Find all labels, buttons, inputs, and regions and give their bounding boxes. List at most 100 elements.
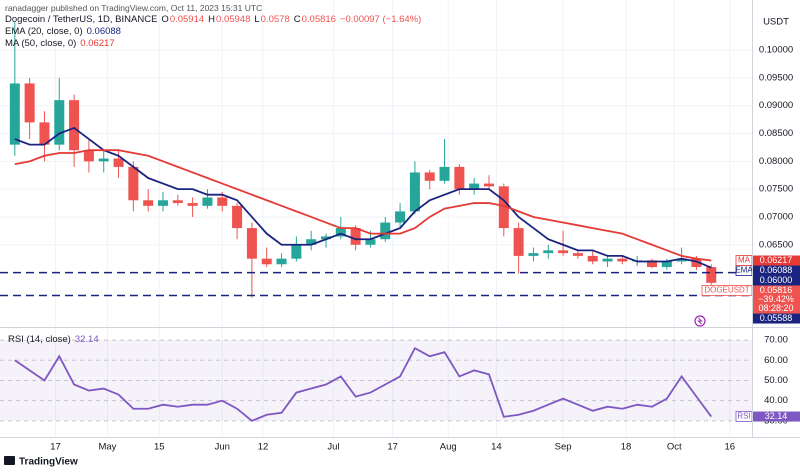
candle-body (409, 172, 420, 212)
y-tick-label: 0.07500 (759, 184, 793, 195)
candle-body (291, 244, 302, 259)
legend-value: 32.14 (74, 334, 99, 345)
y-tick-label: 0.07000 (759, 211, 793, 222)
candle-body (498, 186, 509, 229)
badge-tag-text: RSI (737, 412, 750, 421)
candle-body (676, 258, 687, 262)
logo-text: TradingView (19, 457, 78, 468)
rsi-tick-label: 70.00 (764, 335, 788, 346)
candle-body (424, 172, 435, 181)
x-tick-label: 14 (491, 442, 502, 453)
candle-body (306, 239, 317, 245)
ohlc-value: 0.05948 (216, 14, 251, 25)
event-icon[interactable] (694, 315, 706, 327)
rsi-legend: RSI (14, close) 32.14 (8, 334, 103, 345)
symbol-line: Dogecoin / TetherUS, 1D, BINANCE O0.05914… (5, 14, 425, 26)
candle-body (617, 258, 628, 262)
candle-body (128, 166, 139, 201)
candle-body (558, 250, 569, 254)
y-tick-label: 0.08500 (759, 128, 793, 139)
candle-body (543, 250, 554, 254)
price-badge (753, 275, 800, 286)
ohlc-key: H (208, 14, 216, 25)
price-badge-text: 0.06217 (760, 255, 793, 265)
candle-body (113, 158, 124, 167)
candle-body (380, 222, 391, 240)
candle-body (439, 166, 450, 181)
candle-body (483, 183, 494, 187)
price-badge-text: 0.06088 (760, 265, 793, 275)
rsi-tick-label: 40.00 (764, 395, 788, 406)
x-tick-label: May (98, 442, 116, 453)
price-badge-text: 0.05588 (760, 313, 793, 323)
indicator-line (14, 346, 712, 422)
legend-name: RSI (14, close) (8, 334, 71, 345)
candle-body (469, 183, 480, 190)
candle-body (217, 197, 228, 206)
candle-body (335, 228, 346, 237)
candle-body (395, 211, 406, 223)
legend-value: 0.06217 (80, 38, 115, 49)
price-badge (753, 255, 800, 266)
candle-body (39, 122, 50, 145)
candle-body (232, 205, 243, 229)
change: −0.00097 (−1.64%) (339, 14, 422, 25)
rsi-tick-label: 60.00 (764, 355, 788, 366)
legend-row: MA (50, close, 0) 0.06217 (5, 38, 425, 50)
rsi-tick-label: 50.00 (764, 375, 788, 386)
candle-body (706, 267, 717, 283)
candle-body (187, 203, 198, 206)
price-badge (753, 285, 800, 314)
rsi-badge (753, 411, 800, 422)
candle-body (9, 83, 20, 145)
legend-value: 0.06088 (86, 26, 121, 37)
candle-body (454, 166, 465, 190)
y-tick-label: 0.08000 (759, 156, 793, 167)
badge-tag-text: DOGEUSDT (704, 286, 749, 295)
symbol: Dogecoin / TetherUS, 1D, BINANCE (5, 14, 158, 25)
y-tick-label: 0.06500 (759, 239, 793, 250)
x-tick-label: 17 (387, 442, 398, 453)
y-tick-label: 0.09500 (759, 72, 793, 83)
legend-name: EMA (20, close, 0) (5, 26, 83, 37)
candle-body (661, 261, 672, 268)
price-badge-text: 08:28:20 (758, 303, 793, 313)
header: ranadagger published on TradingView.com,… (5, 2, 425, 50)
x-tick-label: 17 (50, 442, 61, 453)
x-tick-label: Aug (440, 442, 457, 453)
candle-body (572, 253, 583, 256)
candle-body (528, 253, 539, 256)
indicator-line (14, 149, 712, 262)
ohlc-key: C (293, 14, 301, 25)
price-badge-text: −39.42% (758, 294, 794, 304)
candle-body (83, 150, 94, 162)
price-badge-text: 0.06000 (760, 275, 793, 285)
price-badge-text: 0.05816 (760, 285, 793, 295)
ohlc-value: 0.05816 (301, 14, 336, 25)
candle-body (172, 200, 183, 204)
indicator-line (14, 126, 712, 269)
candle-body (587, 255, 598, 262)
candle-body (513, 228, 524, 256)
legend-name: MA (50, close, 0) (5, 38, 77, 49)
candle-body (646, 260, 657, 268)
x-tick-label: Sep (555, 442, 572, 453)
logo-icon (4, 456, 15, 465)
x-tick-label: 15 (154, 442, 165, 453)
y-tick-label: 0.10000 (759, 45, 793, 56)
x-tick-label: 12 (258, 442, 269, 453)
price-badge (753, 313, 800, 324)
badge-tag-text: MA (738, 256, 751, 265)
published-line: ranadagger published on TradingView.com,… (5, 3, 263, 13)
ohlc-value: 0.0578 (260, 14, 290, 25)
x-tick-label: Oct (667, 442, 682, 453)
candle-body (602, 258, 613, 262)
candle-body (246, 228, 257, 259)
x-tick-label: Jul (327, 442, 339, 453)
x-tick-label: Jun (215, 442, 230, 453)
candle-body (98, 158, 109, 162)
legend-row: EMA (20, close, 0) 0.06088 (5, 26, 425, 38)
